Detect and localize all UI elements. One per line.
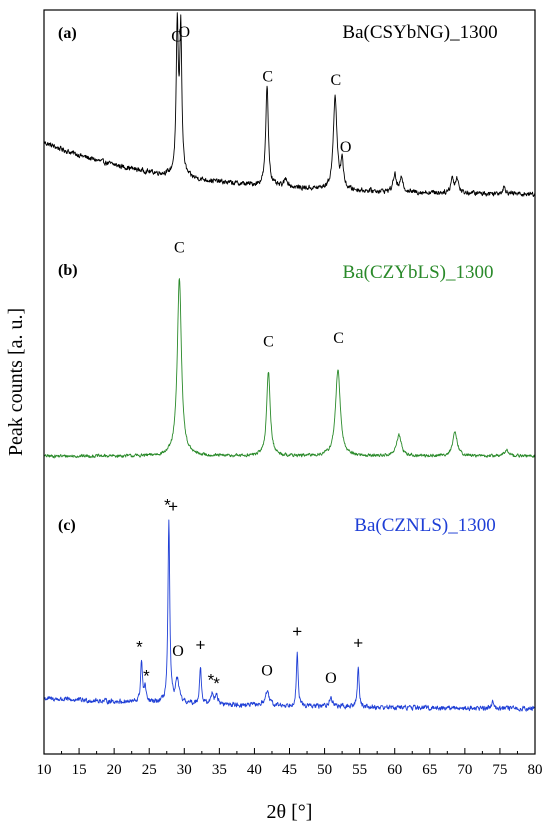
- x-tick-label: 10: [37, 762, 52, 778]
- peak-annotation: C: [333, 330, 344, 347]
- panel-label: (a): [58, 25, 77, 42]
- x-tick-label: 75: [492, 762, 507, 778]
- x-tick-label: 45: [282, 762, 297, 778]
- x-tick-label: 30: [177, 762, 192, 778]
- peak-annotation: +: [195, 635, 205, 654]
- peak-annotation: C: [330, 72, 341, 89]
- peak-annotation: C: [174, 240, 185, 257]
- x-tick-label: 20: [107, 762, 122, 778]
- panel-title: Ba(CSYbNG)_1300: [342, 22, 497, 43]
- x-axis-title: 2θ [°]: [267, 801, 313, 823]
- x-tick-label: 60: [387, 762, 402, 778]
- peak-annotation: C: [262, 69, 273, 86]
- peak-annotation: +: [353, 634, 363, 653]
- x-tick-label: 50: [317, 762, 332, 778]
- peak-annotation: +: [168, 497, 178, 516]
- peak-annotation: C: [263, 334, 274, 351]
- x-tick-label: 65: [422, 762, 437, 778]
- x-tick-label: 15: [72, 762, 87, 778]
- panel-texts-layer: (a) Ba(CSYbNG)_1300 (b) Ba(CZYbLS)_1300 (c) B…: [58, 22, 498, 536]
- x-tick-label: 70: [457, 762, 472, 778]
- series-line-2: [43, 278, 536, 459]
- panel-title: Ba(CZYbLS)_1300: [343, 262, 494, 283]
- peak-annotation: C: [171, 29, 182, 46]
- series-line-3: [43, 519, 536, 712]
- peak-annotation: *: [164, 496, 171, 515]
- peak-annotation: O: [172, 643, 184, 660]
- peak-annotation: *: [136, 638, 143, 657]
- x-tick-label: 35: [212, 762, 227, 778]
- series-line-1: [43, 12, 536, 197]
- peak-annotation: *: [213, 674, 220, 693]
- panel-label: (c): [58, 517, 76, 534]
- x-tick-label: 80: [528, 762, 543, 778]
- x-tick-label: 55: [352, 762, 367, 778]
- plot-frame: [43, 9, 536, 755]
- peak-annotation: O: [261, 662, 273, 679]
- peak-annotation: *: [208, 670, 215, 689]
- x-axis: 10 15 20 25 30 35 40 45 50 55 60 65 70 75 80: [37, 748, 543, 778]
- panel-title: Ba(CZNLS)_1300: [354, 515, 495, 536]
- peak-annotation: O: [179, 24, 191, 41]
- peak-annotation: O: [325, 670, 337, 687]
- peak-annotation: O: [340, 139, 352, 156]
- peak-annotation: +: [292, 622, 302, 641]
- x-tick-label: 40: [247, 762, 262, 778]
- y-axis-title: Peak counts [a. u.]: [5, 308, 27, 456]
- peak-annotation: *: [143, 666, 150, 685]
- panel-label: (b): [58, 262, 78, 279]
- x-tick-label: 25: [142, 762, 157, 778]
- traces-layer: [43, 12, 536, 712]
